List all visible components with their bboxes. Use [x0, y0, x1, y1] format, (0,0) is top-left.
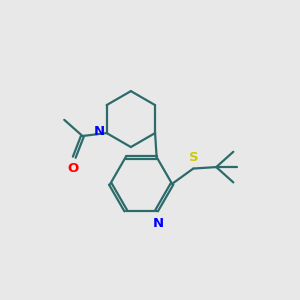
Text: N: N	[94, 125, 105, 138]
Text: O: O	[68, 162, 79, 175]
Text: S: S	[189, 152, 199, 164]
Text: N: N	[152, 217, 164, 230]
